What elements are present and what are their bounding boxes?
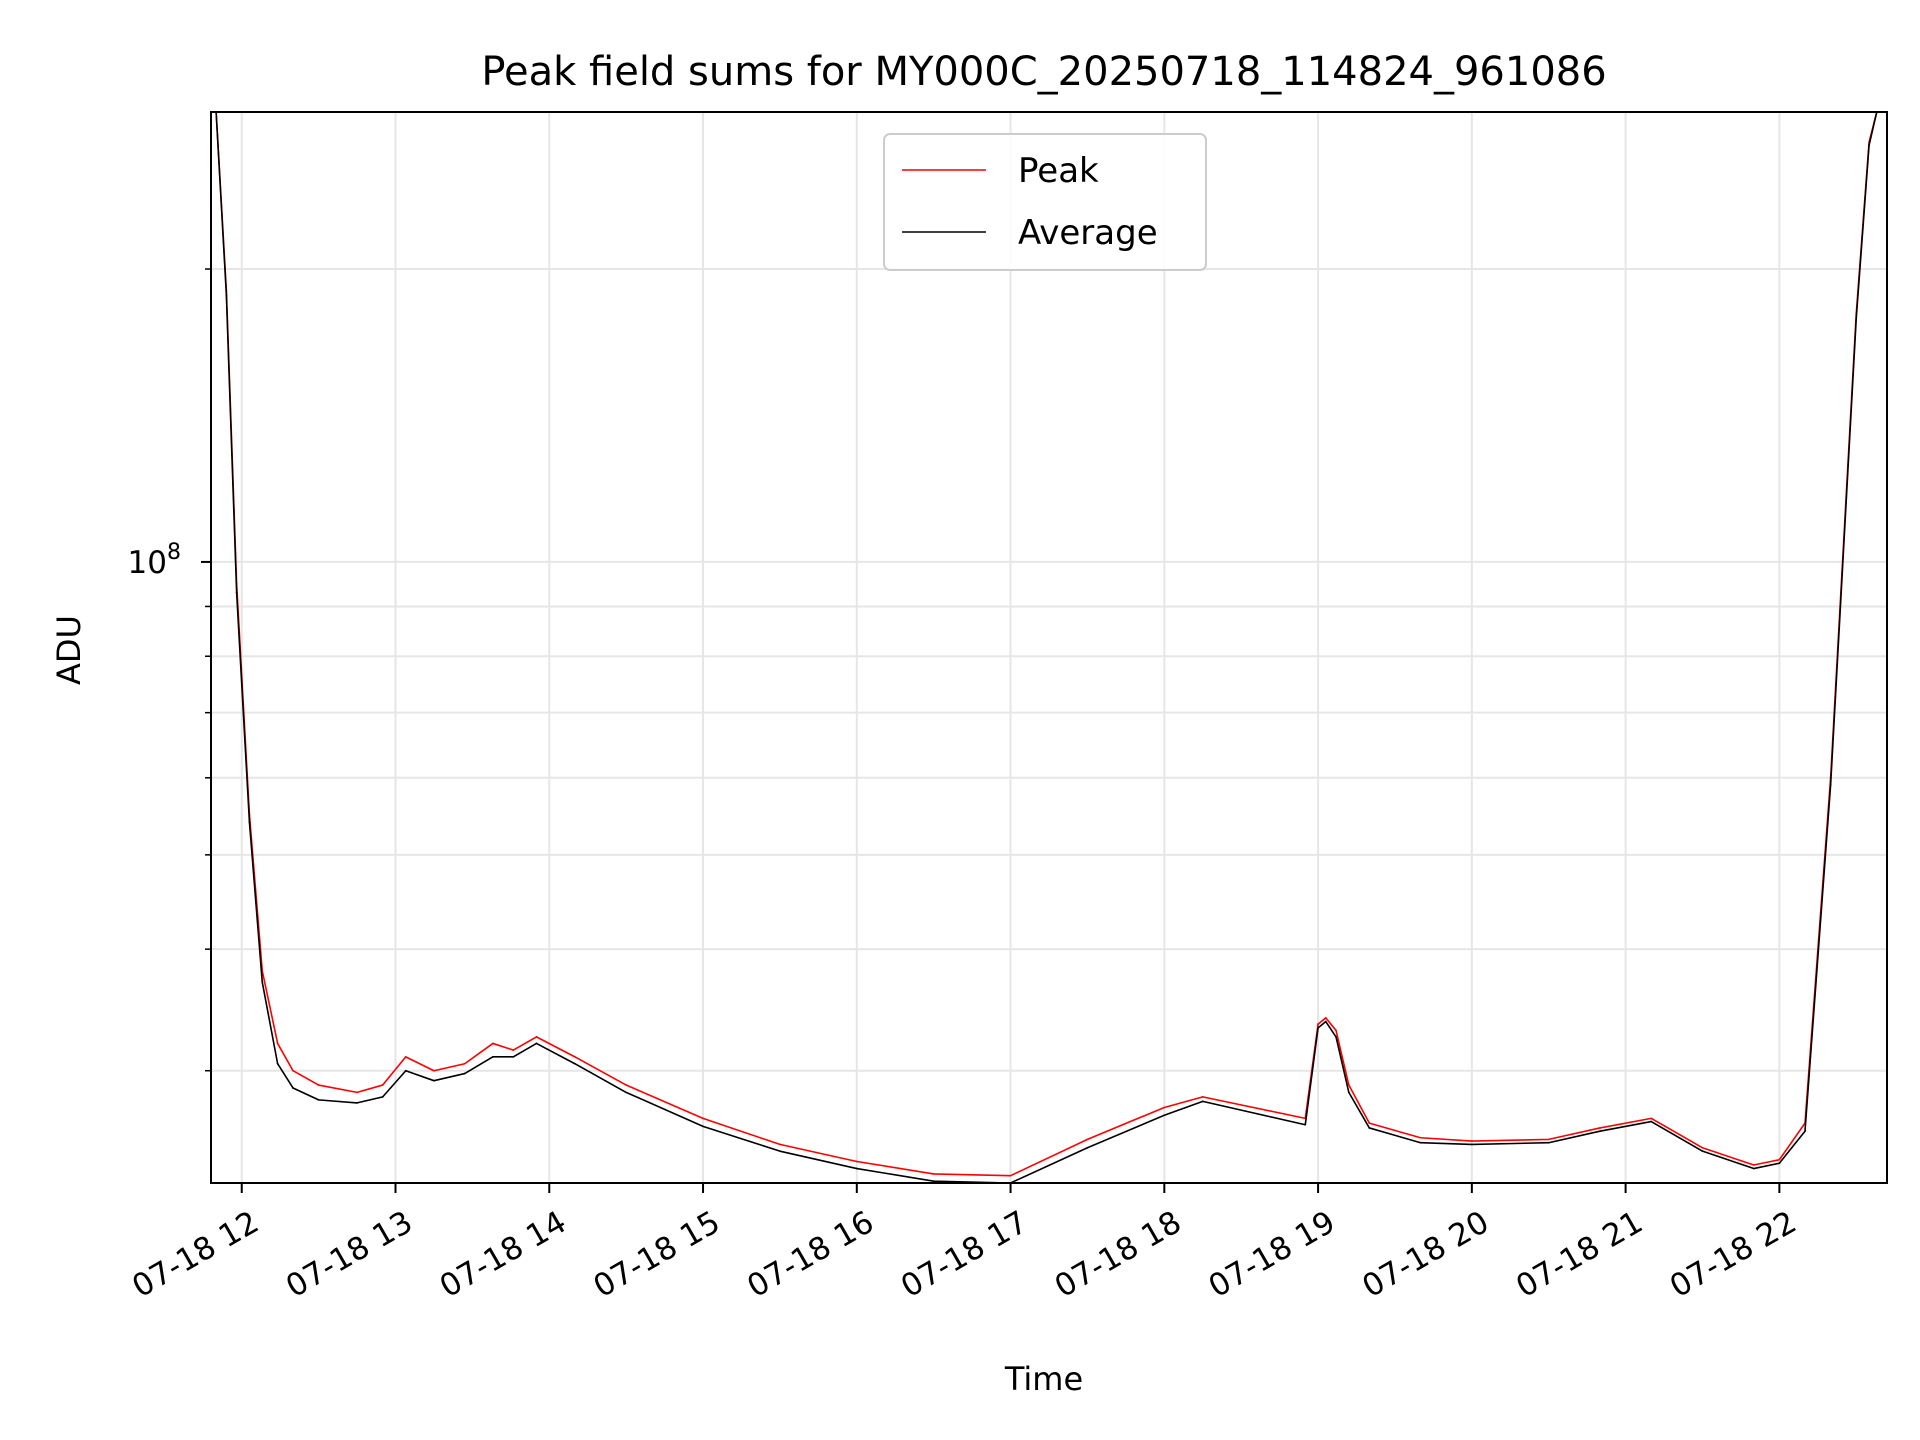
data-point-average xyxy=(463,1072,466,1075)
data-point-average xyxy=(1201,1100,1204,1103)
data-point-average xyxy=(1086,1146,1089,1149)
data-point-average xyxy=(261,981,264,983)
data-point-average xyxy=(1335,1035,1337,1038)
data-point-average xyxy=(1752,1167,1755,1170)
data-point-peak xyxy=(1419,1136,1422,1139)
y-tick-label: 108 xyxy=(128,540,181,581)
data-point-average xyxy=(381,1095,384,1098)
data-point-peak xyxy=(1201,1095,1204,1098)
data-point-peak xyxy=(535,1035,538,1038)
legend: Peak Average xyxy=(883,133,1207,271)
data-point-average xyxy=(625,1091,628,1094)
data-point-average xyxy=(1650,1120,1653,1123)
data-point-average xyxy=(1368,1127,1371,1129)
data-point-peak xyxy=(1347,1084,1350,1086)
data-point-peak xyxy=(381,1084,384,1086)
data-point-average xyxy=(292,1087,294,1089)
data-point-average xyxy=(225,294,228,297)
data-point-average xyxy=(574,1062,576,1065)
data-point-average xyxy=(1855,317,1858,320)
legend-box xyxy=(883,133,1207,271)
data-point-average xyxy=(1804,1130,1806,1133)
y-tick-label-base: 10 xyxy=(128,545,167,581)
data-point-peak xyxy=(1752,1164,1755,1166)
data-point-peak xyxy=(1778,1158,1781,1161)
data-point-average xyxy=(404,1069,407,1072)
data-point-peak xyxy=(1650,1117,1653,1120)
data-point-peak xyxy=(1009,1174,1012,1177)
y-axis-ticks: 108 xyxy=(128,268,211,1072)
data-point-average xyxy=(1829,784,1832,786)
data-point-peak xyxy=(1701,1146,1704,1149)
data-point-average xyxy=(248,821,251,824)
data-point-peak xyxy=(1599,1127,1601,1129)
data-point-average xyxy=(779,1150,781,1153)
data-point-average xyxy=(276,1062,279,1065)
data-point-peak xyxy=(1335,1029,1337,1032)
data-point-average xyxy=(855,1167,858,1170)
data-point-peak xyxy=(512,1049,515,1051)
data-point-average xyxy=(356,1102,358,1104)
data-point-average xyxy=(317,1098,320,1101)
series-line-average xyxy=(215,112,1878,1183)
data-point-average xyxy=(1163,1114,1166,1117)
data-point-average xyxy=(535,1042,538,1045)
data-point-average xyxy=(702,1125,704,1128)
plot-frame xyxy=(210,111,1888,1184)
data-point-average xyxy=(1304,1123,1307,1126)
data-point-average xyxy=(433,1079,435,1082)
legend-label-peak: Peak xyxy=(1018,151,1099,191)
data-point-average xyxy=(491,1055,494,1058)
data-point-average xyxy=(1701,1150,1704,1153)
data-point-peak xyxy=(1086,1138,1089,1141)
data-point-peak xyxy=(625,1084,628,1086)
data-point-average xyxy=(1778,1162,1781,1165)
data-point-peak xyxy=(491,1042,494,1045)
data-point-average xyxy=(1599,1130,1601,1133)
data-point-peak xyxy=(356,1091,358,1094)
data-point-peak xyxy=(779,1143,781,1146)
data-point-peak xyxy=(855,1160,858,1163)
data-point-peak xyxy=(1324,1016,1327,1019)
data-point-peak xyxy=(404,1055,407,1058)
data-point-peak xyxy=(463,1062,466,1065)
data-point-peak xyxy=(1470,1140,1473,1142)
data-point-peak xyxy=(702,1117,704,1120)
data-point-average xyxy=(1324,1020,1327,1023)
data-point-average xyxy=(512,1055,515,1058)
data-point-peak xyxy=(1368,1122,1371,1125)
data-point-average xyxy=(235,591,238,594)
data-point-peak xyxy=(317,1084,320,1086)
y-tick-label-exponent: 8 xyxy=(167,540,181,565)
y-axis-title: ADU xyxy=(50,615,88,685)
data-point-peak xyxy=(574,1055,576,1058)
legend-label-average: Average xyxy=(1018,213,1158,253)
data-point-average xyxy=(932,1180,935,1183)
data-point-average xyxy=(1347,1091,1350,1094)
data-point-peak xyxy=(1163,1106,1166,1109)
data-point-average xyxy=(1868,144,1870,147)
data-point-peak xyxy=(1547,1138,1550,1141)
data-point-peak xyxy=(292,1069,294,1072)
grid-lines xyxy=(211,112,1887,1183)
data-point-average xyxy=(1419,1141,1422,1144)
data-point-peak xyxy=(1317,1023,1319,1025)
x-axis-title: Time xyxy=(1004,1360,1083,1398)
data-point-peak xyxy=(433,1069,435,1072)
data-point-peak xyxy=(276,1042,279,1045)
chart-title: Peak field sums for MY000C_20250718_1148… xyxy=(481,49,1606,95)
data-point-average xyxy=(1547,1141,1550,1144)
data-point-average xyxy=(1470,1143,1473,1146)
data-point-average xyxy=(1317,1026,1319,1029)
data-point-peak xyxy=(932,1173,935,1175)
